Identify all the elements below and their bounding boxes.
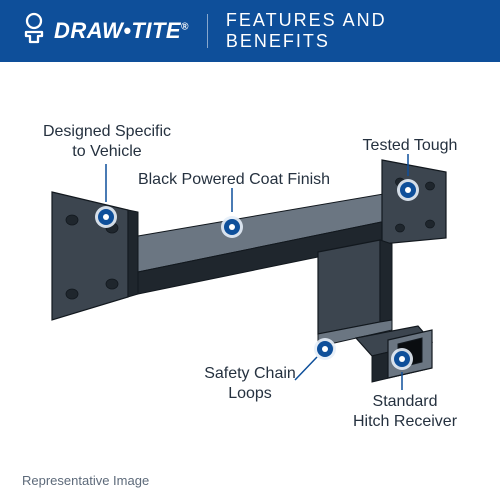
header-subtitle: FEATURES AND BENEFITS bbox=[226, 10, 480, 52]
diagram-canvas: Designed Specificto Vehicle Black Powered… bbox=[0, 62, 500, 500]
callout-designed-specific: Designed Specificto Vehicle bbox=[32, 122, 182, 162]
callout-tested-tough: Tested Tough bbox=[350, 136, 470, 156]
footer-note: Representative Image bbox=[22, 473, 149, 488]
brand-logo: DRAW•TITE® bbox=[20, 12, 189, 51]
hitch-ball-icon bbox=[20, 12, 48, 51]
brand-name: DRAW•TITE® bbox=[54, 18, 189, 44]
callout-black-finish: Black Powered Coat Finish bbox=[124, 170, 344, 190]
callout-safety-chain: Safety ChainLoops bbox=[190, 364, 310, 404]
header: DRAW•TITE® FEATURES AND BENEFITS bbox=[0, 0, 500, 62]
callout-hitch-receiver: StandardHitch Receiver bbox=[340, 392, 470, 432]
header-divider bbox=[207, 14, 208, 48]
